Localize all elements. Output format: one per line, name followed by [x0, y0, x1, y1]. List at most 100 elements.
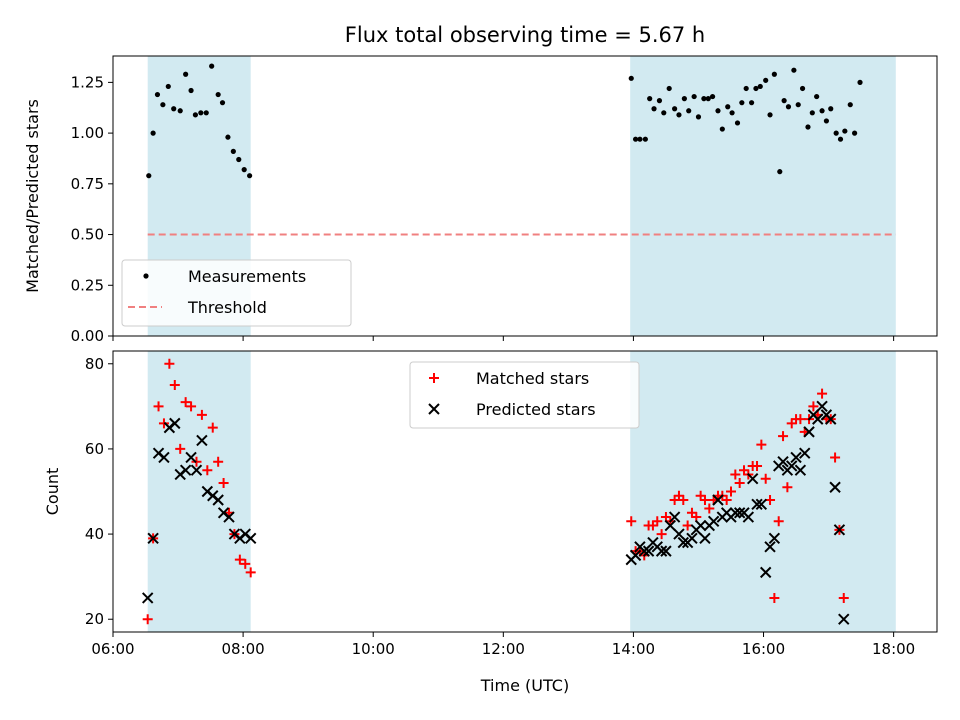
legend-key-predicted	[428, 403, 440, 415]
measurement-point	[715, 108, 721, 114]
matched-stars-point	[734, 477, 745, 488]
measurement-point	[219, 100, 226, 106]
measurement-point	[795, 102, 801, 108]
predicted-stars-point	[799, 447, 811, 459]
predicted-stars-point	[733, 507, 746, 519]
measurement-point	[681, 96, 687, 102]
matched-stars-point	[756, 439, 767, 450]
measurement-point	[209, 63, 215, 69]
measurement-point	[230, 148, 236, 154]
legend-label: Measurements	[188, 267, 306, 286]
measurement-point	[734, 120, 741, 126]
matched-stars-point	[142, 614, 153, 625]
y-tick-label: 0.50	[71, 226, 104, 244]
measurement-point	[661, 110, 667, 116]
ratio-panel: 0.00 0.25 0.50 0.75 1.00 1.25 Flux total obser…	[23, 23, 938, 345]
measurement-point	[819, 108, 825, 114]
measurement-point	[165, 83, 171, 90]
matched-stars-point	[721, 495, 732, 506]
measurement-point	[642, 136, 648, 142]
matched-stars-point	[678, 495, 689, 506]
predicted-stars-point	[790, 451, 802, 464]
predicted-stars-point	[655, 545, 668, 557]
measurement-point	[823, 118, 830, 124]
measurement-point	[771, 71, 777, 77]
predicted-stars-point	[768, 532, 781, 545]
predicted-stars-point	[825, 413, 837, 425]
matched-stars-point	[234, 554, 245, 565]
measurement-point	[672, 106, 678, 112]
predicted-stars-point	[777, 455, 789, 468]
measurement-point	[160, 102, 166, 108]
measurement-point	[753, 85, 759, 92]
x-tick-label: 16:00	[742, 640, 785, 658]
predicted-stars-point	[755, 498, 768, 510]
measurement-point	[785, 104, 792, 110]
measurement-point	[799, 85, 806, 92]
predicted-stars-point	[147, 532, 159, 545]
measurement-point	[725, 104, 731, 110]
measurement-point	[743, 85, 749, 92]
measurement-point	[628, 75, 634, 81]
x-tick-label: 06:00	[91, 640, 134, 658]
matched-stars-point	[626, 516, 637, 527]
measurement-point	[767, 112, 773, 118]
predicted-stars-point	[829, 481, 841, 493]
predicted-stars-point	[838, 613, 850, 625]
measurement-point	[177, 108, 183, 114]
predicted-stars-point	[729, 507, 742, 519]
measurement-point	[719, 126, 725, 132]
y-tick-label: 0.00	[71, 327, 104, 345]
y-tick-label: 60	[85, 440, 104, 458]
measurement-point	[150, 130, 156, 136]
y-tick-label: 0.25	[71, 276, 104, 294]
axes-frame	[112, 55, 938, 337]
matched-stars-point	[817, 388, 828, 399]
predicted-stars-point	[158, 451, 170, 464]
matched-stars-point	[773, 516, 784, 527]
predicted-stars-point	[786, 460, 798, 472]
measurement-point	[814, 93, 820, 100]
predicted-stars-point	[196, 434, 208, 447]
measurement-point	[739, 100, 745, 106]
matched-stars-point	[704, 503, 715, 514]
predicted-stars-point	[223, 511, 235, 523]
predicted-stars-point	[816, 400, 828, 413]
matched-stars-point	[213, 456, 224, 467]
predicted-stars-point	[694, 519, 707, 532]
matched-stars-point	[830, 452, 841, 463]
matched-stars-point	[752, 460, 763, 471]
measurement-point	[236, 156, 242, 163]
measurement-point	[757, 83, 763, 90]
x-axis-label: Time (UTC)	[480, 676, 569, 695]
matched-stars-point	[218, 477, 229, 488]
matched-stars-point	[169, 380, 180, 391]
predicted-stars-point	[190, 464, 203, 476]
predicted-stars-point	[185, 451, 197, 464]
measurement-point	[809, 110, 815, 116]
measurement-point	[852, 130, 858, 136]
predicted-stars-point	[664, 519, 676, 532]
measurement-point	[241, 167, 247, 173]
measurement-point	[828, 106, 834, 112]
legend-key-matched	[429, 373, 439, 383]
matched-stars-point	[778, 431, 789, 442]
measurement-point	[247, 173, 253, 179]
legend-label: Threshold	[187, 298, 267, 317]
measurement-point	[203, 110, 209, 116]
measurement-point	[637, 136, 643, 142]
measurement-point	[695, 114, 702, 120]
measurement-point	[192, 112, 198, 118]
predicted-stars-point	[699, 532, 711, 545]
measurement-point	[857, 79, 863, 85]
measurement-point	[701, 96, 707, 102]
x-tick-label: 18:00	[872, 640, 915, 658]
matched-stars-point	[769, 592, 780, 603]
x-tick-label: 10:00	[352, 640, 395, 658]
measurement-point	[805, 124, 811, 130]
measurement-point	[651, 106, 657, 112]
measurement-point	[729, 110, 735, 116]
matched-stars-point	[795, 414, 806, 425]
legend-label: Matched stars	[476, 369, 589, 388]
